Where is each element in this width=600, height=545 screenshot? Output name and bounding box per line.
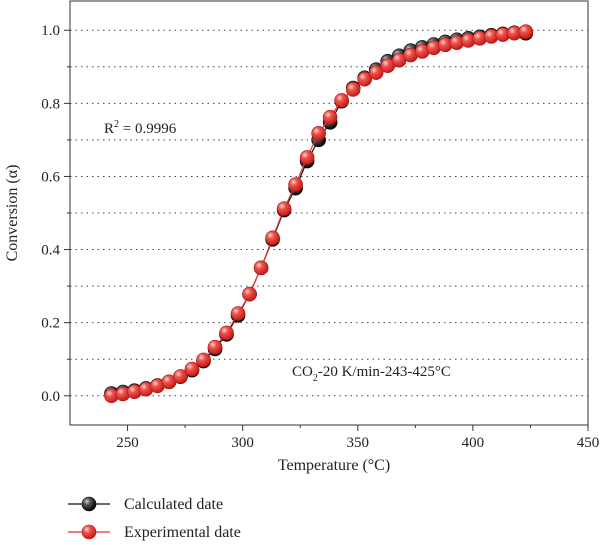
y-tick-label: 0.2	[41, 316, 60, 332]
cond-sub: 2	[313, 373, 318, 384]
cond-prefix: CO	[292, 364, 313, 380]
x-axis-label: Temperature (°C)	[278, 457, 390, 474]
data-point-experimental	[242, 286, 257, 302]
r-squared-annotation: R2 = 0.9996	[104, 119, 177, 137]
y-tick-label: 0.6	[41, 169, 60, 185]
data-point-experimental	[322, 109, 338, 125]
legend-marker-calculated	[81, 496, 97, 512]
data-point-experimental	[173, 369, 188, 384]
y-tick-label: 0.0	[41, 389, 60, 405]
r2-sup: 2	[114, 119, 119, 130]
series-layer	[104, 24, 534, 404]
grid	[70, 29, 588, 397]
condition-annotation: CO2-20 K/min-243-425°C	[292, 364, 451, 384]
y-tick-label: 0.8	[41, 96, 60, 112]
series-line-experimental	[111, 31, 526, 397]
data-point-experimental	[184, 361, 200, 377]
data-point-experimental	[311, 126, 326, 141]
data-point-experimental	[334, 93, 349, 108]
legend-marker-experimental	[81, 524, 97, 540]
r2-prefix: R	[104, 121, 114, 137]
x-tick-label: 350	[347, 435, 370, 451]
legend-label-experimental: Experimental date	[124, 524, 241, 541]
cond-rest: -20 K/min-243-425°C	[318, 364, 451, 380]
x-tick-label: 300	[231, 435, 254, 451]
data-point-experimental	[345, 82, 361, 97]
data-point-experimental	[368, 65, 384, 80]
y-axis-label: Conversion (α)	[4, 165, 21, 262]
data-point-experimental	[207, 339, 223, 355]
legend-item-experimental: Experimental date	[68, 524, 241, 541]
data-point-experimental	[518, 24, 534, 40]
legend-label-calculated: Calculated date	[124, 496, 223, 513]
data-point-experimental	[253, 260, 269, 276]
data-point-experimental	[230, 306, 246, 321]
legend-item-calculated: Calculated date	[68, 496, 223, 513]
y-tick-label: 0.4	[41, 243, 60, 259]
data-point-experimental	[276, 201, 292, 216]
axis-ticks: 0.0 0.2 0.4 0.6 0.8 1.0 250 300 350 400 450	[41, 23, 599, 451]
data-point-experimental	[299, 150, 315, 165]
r2-value: = 0.9996	[119, 121, 177, 137]
data-point-experimental	[219, 325, 234, 341]
data-point-experimental	[265, 230, 280, 246]
x-tick-label: 400	[462, 435, 485, 451]
y-tick-label: 1.0	[41, 23, 60, 39]
x-tick-label: 250	[116, 435, 139, 451]
legend: Calculated date Experimental date	[68, 496, 241, 541]
data-point-experimental	[196, 352, 211, 368]
x-tick-label: 450	[577, 435, 600, 451]
series-experimental	[104, 24, 534, 404]
data-point-experimental	[357, 71, 372, 87]
data-point-experimental	[288, 177, 303, 192]
